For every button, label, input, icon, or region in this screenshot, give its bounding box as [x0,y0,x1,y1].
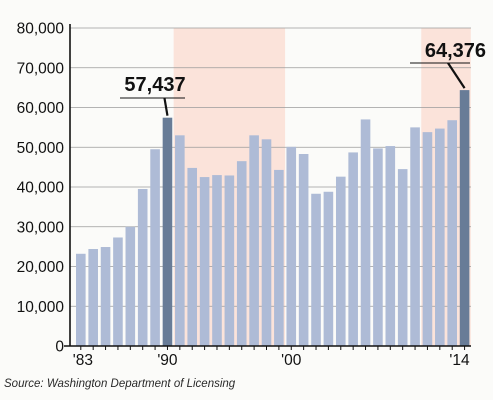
bar-04 [335,176,346,346]
bar-03 [323,191,334,346]
bar-91 [175,135,185,346]
bar-02 [311,193,321,346]
bar-90 [162,117,173,346]
bar-94 [212,175,222,346]
y-tick-label: 60,000 [17,100,65,117]
x-tick-label: '83 [73,352,93,369]
bar-85 [100,247,111,346]
bar-95 [224,175,235,346]
bar-84 [88,249,98,346]
annotation-pointer [163,97,169,116]
bar-86 [113,237,123,346]
bar-97 [249,135,259,346]
annotation-label: 57,437 [124,74,185,96]
y-tick-label: 80,000 [17,21,65,38]
bar-92 [187,167,198,346]
bar-98 [261,139,272,346]
bar-96 [236,161,247,346]
y-tick-label: 70,000 [17,60,65,77]
bar-99 [274,169,284,346]
y-tick-label: 0 [55,339,64,356]
bar-00 [286,146,297,346]
bar-87 [125,226,136,346]
bar-14 [459,90,470,346]
bar-06 [360,119,371,346]
annotation-pointer [447,62,466,89]
y-tick-label: 10,000 [17,299,65,316]
x-tick-label: '90 [157,352,178,369]
y-tick-label: 30,000 [17,219,65,236]
x-tick-label: '14 [449,352,470,369]
y-tick-label: 40,000 [17,180,65,197]
source-note: Source: Washington Department of Licensi… [4,378,236,390]
bar-12 [435,128,445,346]
bar-13 [447,120,457,346]
bar-89 [150,149,160,346]
x-tick-label: '00 [281,352,302,369]
bar-01 [298,154,309,346]
bar-88 [137,188,148,346]
bar-07 [373,148,383,346]
bar-10 [410,127,420,346]
bar-05 [348,152,358,346]
y-tick-label: 50,000 [17,140,65,157]
bar-83 [76,253,86,346]
bar-09 [397,169,408,346]
annotation-label: 64,376 [425,40,486,62]
bar-11 [422,132,433,346]
bar-93 [199,177,210,346]
bar-08 [385,146,396,346]
y-tick-label: 20,000 [17,259,65,276]
